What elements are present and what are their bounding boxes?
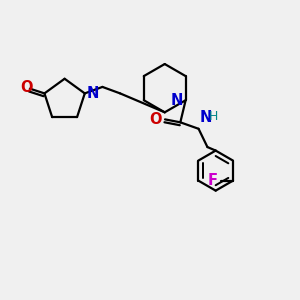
Text: N: N: [171, 93, 183, 108]
Text: N: N: [86, 86, 99, 101]
Text: H: H: [208, 110, 218, 123]
Text: F: F: [208, 173, 218, 188]
Text: N: N: [200, 110, 212, 125]
Text: O: O: [20, 80, 33, 95]
Text: O: O: [149, 112, 161, 127]
